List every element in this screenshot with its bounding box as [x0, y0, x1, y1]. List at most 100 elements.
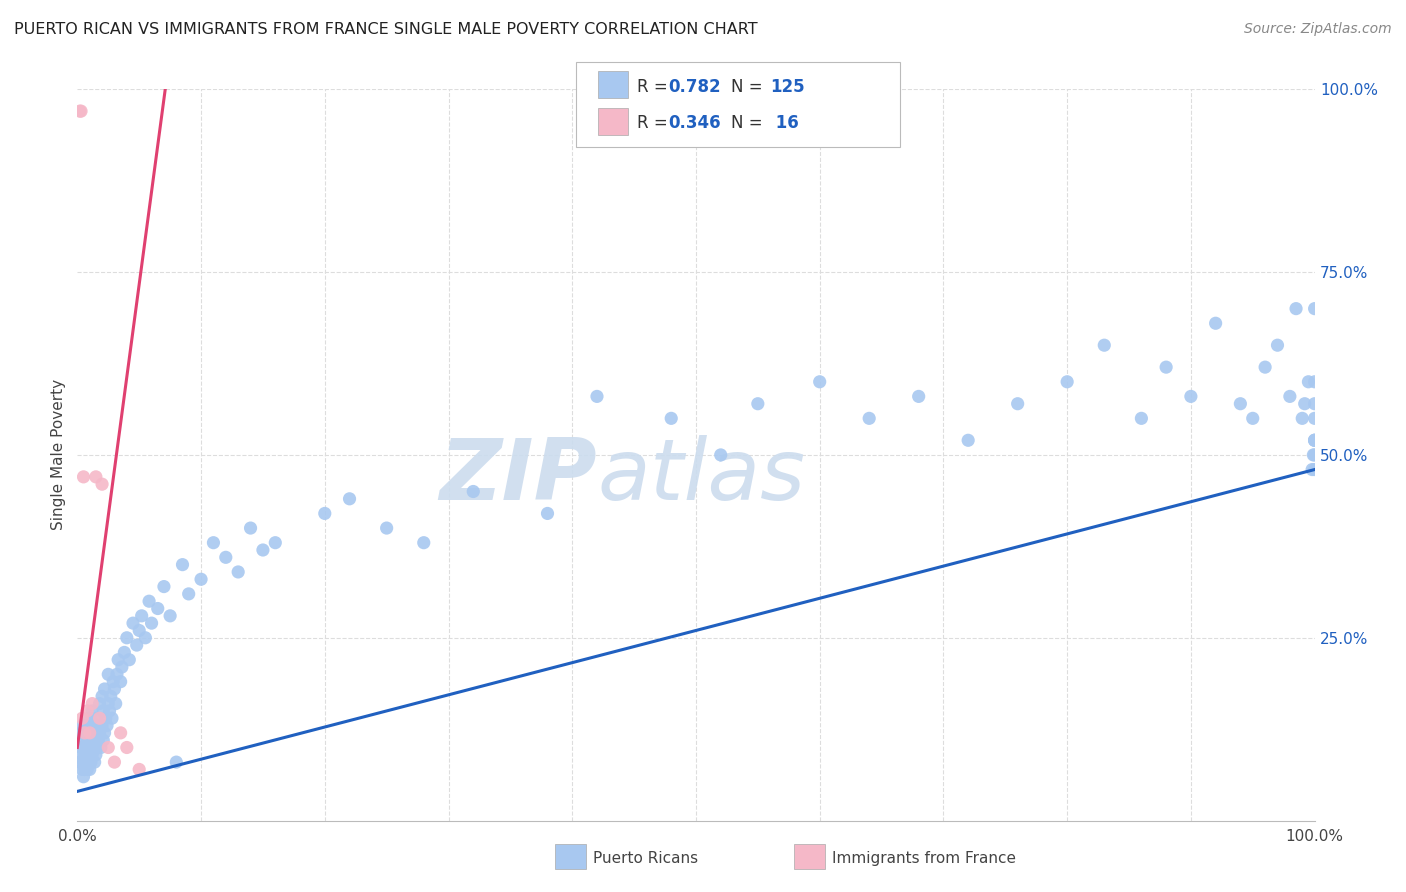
- Point: [1241, 411, 1264, 425]
- Point: [76, 763, 98, 777]
- Point: [118, 653, 141, 667]
- Point: [1298, 375, 1320, 389]
- Point: [75, 740, 97, 755]
- Point: [858, 411, 880, 425]
- Point: [1303, 375, 1326, 389]
- Point: [1302, 448, 1324, 462]
- Point: [79, 726, 101, 740]
- Point: [82, 747, 104, 762]
- Point: [131, 608, 153, 623]
- Point: [84, 470, 107, 484]
- Point: [215, 550, 238, 565]
- Point: [165, 755, 187, 769]
- Y-axis label: Single Male Poverty: Single Male Poverty: [51, 379, 66, 531]
- Point: [125, 638, 148, 652]
- Point: [107, 653, 129, 667]
- Point: [128, 763, 150, 777]
- Point: [91, 704, 114, 718]
- Point: [72, 747, 94, 762]
- Point: [79, 763, 101, 777]
- Point: [252, 543, 274, 558]
- Point: [536, 507, 558, 521]
- Point: [128, 624, 150, 638]
- Point: [202, 535, 225, 549]
- Point: [72, 763, 94, 777]
- Point: [100, 690, 122, 704]
- Point: [91, 733, 114, 747]
- Point: [747, 397, 769, 411]
- Point: [115, 631, 138, 645]
- Point: [412, 535, 434, 549]
- Point: [82, 718, 104, 732]
- Point: [115, 740, 138, 755]
- Point: [1056, 375, 1078, 389]
- Point: [1285, 301, 1308, 316]
- Text: ZIP: ZIP: [439, 435, 598, 518]
- Point: [73, 763, 96, 777]
- Point: [172, 558, 194, 572]
- Point: [72, 733, 94, 747]
- Text: 0.346: 0.346: [668, 114, 720, 132]
- Point: [110, 674, 132, 689]
- Point: [72, 770, 94, 784]
- Point: [70, 740, 93, 755]
- Point: [91, 718, 114, 732]
- Point: [710, 448, 733, 462]
- Point: [73, 726, 96, 740]
- Point: [80, 755, 103, 769]
- Point: [82, 697, 104, 711]
- Point: [134, 631, 156, 645]
- Text: atlas: atlas: [598, 435, 806, 518]
- Point: [1303, 448, 1326, 462]
- Point: [76, 747, 98, 762]
- Text: 125: 125: [770, 78, 806, 95]
- Point: [1301, 462, 1323, 476]
- Point: [339, 491, 361, 506]
- Point: [190, 572, 212, 586]
- Point: [1303, 411, 1326, 425]
- Point: [1291, 411, 1313, 425]
- Point: [103, 755, 125, 769]
- Point: [69, 755, 91, 769]
- Point: [91, 477, 114, 491]
- Text: 16: 16: [770, 114, 799, 132]
- Point: [89, 697, 111, 711]
- Point: [103, 674, 125, 689]
- Point: [70, 104, 93, 119]
- Point: [83, 726, 105, 740]
- Point: [82, 733, 104, 747]
- Point: [77, 755, 100, 769]
- Point: [1092, 338, 1115, 352]
- Point: [97, 667, 120, 681]
- Text: N =: N =: [731, 114, 768, 132]
- Point: [138, 594, 160, 608]
- Point: [239, 521, 262, 535]
- Point: [80, 726, 103, 740]
- Point: [72, 718, 94, 732]
- Point: [82, 740, 104, 755]
- Point: [141, 616, 163, 631]
- Point: [83, 755, 105, 769]
- Point: [808, 375, 831, 389]
- Point: [89, 726, 111, 740]
- Point: [73, 747, 96, 762]
- Point: [1303, 301, 1326, 316]
- Point: [97, 697, 120, 711]
- Point: [122, 616, 145, 631]
- Point: [111, 660, 134, 674]
- Point: [91, 690, 114, 704]
- Point: [1130, 411, 1153, 425]
- Text: N =: N =: [731, 78, 768, 95]
- Point: [153, 580, 176, 594]
- Point: [1303, 434, 1326, 448]
- Point: [105, 667, 128, 681]
- Point: [87, 733, 110, 747]
- Point: [659, 411, 682, 425]
- Point: [1007, 397, 1029, 411]
- Point: [104, 697, 127, 711]
- Point: [98, 704, 121, 718]
- Point: [69, 104, 91, 119]
- Point: [86, 740, 108, 755]
- Point: [1278, 389, 1301, 403]
- Point: [177, 587, 200, 601]
